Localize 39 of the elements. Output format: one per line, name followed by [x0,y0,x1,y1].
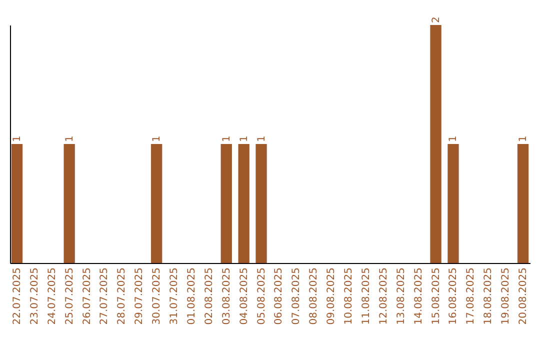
x-tick-label: 10.08.2025 [344,268,355,325]
x-tick-label: 06.08.2025 [274,268,285,325]
x-tick-label: 25.07.2025 [64,268,76,325]
data-label: 1 [256,136,268,142]
x-tick-label: 03.08.2025 [221,268,232,325]
x-tick-label: 17.08.2025 [466,268,477,325]
x-tick-label: 27.07.2025 [99,268,110,325]
data-label: 1 [518,136,530,142]
x-tick-label: 19.08.2025 [500,268,512,325]
x-tick-label: 01.08.2025 [186,268,198,325]
x-tick-label: 31.07.2025 [169,268,180,325]
x-tick-label: 18.08.2025 [483,268,494,325]
x-tick-label: 11.08.2025 [360,268,372,325]
data-label: 1 [448,136,460,142]
data-label: 1 [152,136,163,142]
x-tick-label: 16.08.2025 [448,268,460,325]
x-tick-label: 08.08.2025 [308,268,320,325]
x-tick-label: 15.08.2025 [430,268,442,325]
x-tick-label: 09.08.2025 [326,268,338,325]
x-tick-label: 13.08.2025 [396,268,407,325]
x-tick-label: 07.08.2025 [291,268,302,325]
data-label: 1 [64,136,76,142]
x-tick-label: 05.08.2025 [256,268,268,325]
x-tick-label: 26.07.2025 [82,268,93,325]
x-tick-label: 14.08.2025 [413,268,424,325]
x-tick-label: 30.07.2025 [152,268,163,325]
x-tick-label: 24.07.2025 [46,268,58,325]
x-tick-label: 28.07.2025 [116,268,128,325]
x-tick-label: 04.08.2025 [238,268,250,325]
x-tick-label: 20.08.2025 [518,268,530,325]
x-tick-label: 12.08.2025 [378,268,390,325]
data-label: 2 [430,16,442,23]
x-tick-label: 22.07.2025 [12,268,23,325]
data-label: 1 [12,136,23,142]
data-label: 1 [221,136,232,142]
x-tick-label: 02.08.2025 [204,268,215,325]
x-tick-label: 29.07.2025 [134,268,146,325]
x-tick-label: 23.07.2025 [29,268,40,325]
data-label: 1 [238,136,250,142]
